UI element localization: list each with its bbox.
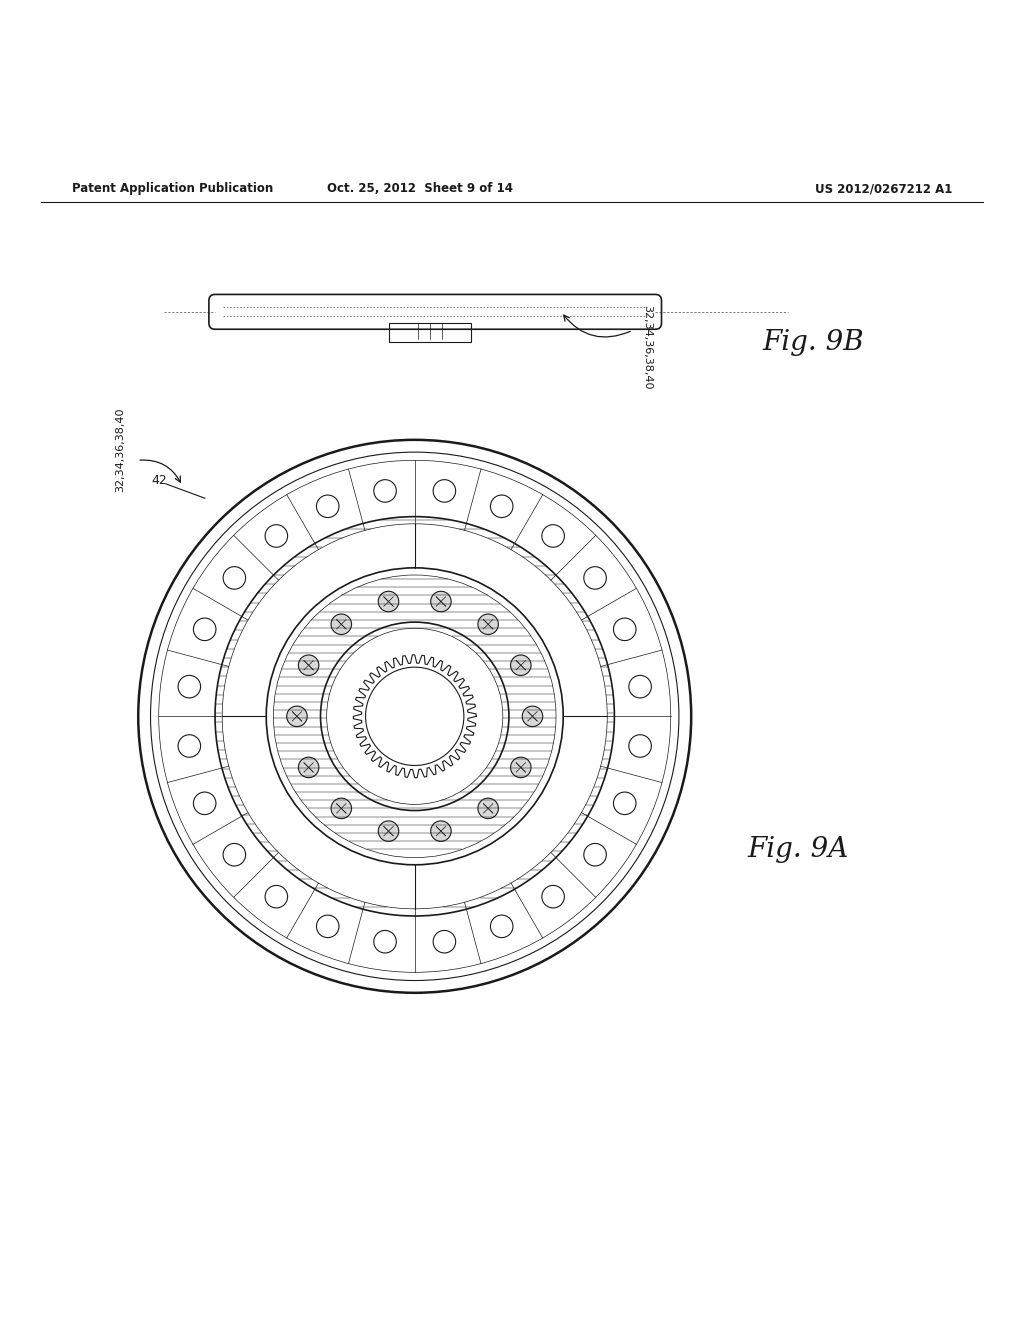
Text: Fig. 9A: Fig. 9A	[748, 836, 849, 863]
Circle shape	[490, 915, 513, 937]
Circle shape	[331, 614, 351, 635]
Circle shape	[478, 799, 499, 818]
Circle shape	[374, 931, 396, 953]
Circle shape	[223, 566, 246, 589]
Circle shape	[298, 655, 318, 676]
Circle shape	[522, 706, 543, 726]
Circle shape	[433, 931, 456, 953]
Circle shape	[265, 525, 288, 548]
Text: US 2012/0267212 A1: US 2012/0267212 A1	[815, 182, 952, 195]
FancyBboxPatch shape	[209, 294, 662, 329]
Circle shape	[331, 799, 351, 818]
Circle shape	[542, 886, 564, 908]
Circle shape	[431, 591, 452, 611]
Circle shape	[194, 792, 216, 814]
Text: Fig. 9B: Fig. 9B	[763, 329, 864, 356]
Circle shape	[366, 667, 464, 766]
Circle shape	[613, 618, 636, 640]
Text: Oct. 25, 2012  Sheet 9 of 14: Oct. 25, 2012 Sheet 9 of 14	[327, 182, 513, 195]
Circle shape	[287, 706, 307, 726]
Circle shape	[298, 758, 318, 777]
Text: Patent Application Publication: Patent Application Publication	[72, 182, 273, 195]
Circle shape	[613, 792, 636, 814]
Circle shape	[374, 479, 396, 502]
Circle shape	[511, 758, 531, 777]
Circle shape	[378, 591, 398, 611]
Circle shape	[490, 495, 513, 517]
Circle shape	[431, 821, 452, 841]
Circle shape	[542, 525, 564, 548]
Circle shape	[316, 915, 339, 937]
Text: 32,34,36,38,40: 32,34,36,38,40	[642, 305, 652, 389]
Circle shape	[584, 843, 606, 866]
Circle shape	[178, 676, 201, 698]
Circle shape	[433, 479, 456, 502]
Circle shape	[584, 566, 606, 589]
Bar	[389, 323, 471, 342]
Circle shape	[316, 495, 339, 517]
Circle shape	[178, 735, 201, 758]
Circle shape	[511, 655, 531, 676]
Circle shape	[194, 618, 216, 640]
Circle shape	[378, 821, 398, 841]
Text: 42: 42	[152, 474, 167, 487]
Circle shape	[629, 735, 651, 758]
Circle shape	[629, 676, 651, 698]
Circle shape	[223, 843, 246, 866]
Circle shape	[265, 886, 288, 908]
Text: 32,34,36,38,40: 32,34,36,38,40	[115, 408, 125, 492]
Circle shape	[478, 614, 499, 635]
